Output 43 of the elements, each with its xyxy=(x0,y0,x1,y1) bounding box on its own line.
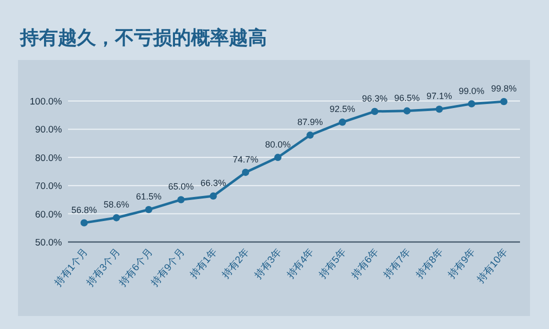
chart-title: 持有越久，不亏损的概率越高 xyxy=(19,27,267,49)
point xyxy=(371,108,378,116)
data-label: 56.8% xyxy=(71,204,97,215)
point xyxy=(468,100,476,108)
point xyxy=(145,206,152,214)
point xyxy=(500,98,508,106)
x-tick-label: 持有7年 xyxy=(381,246,414,282)
point xyxy=(338,118,346,126)
x-tick-label: 持有3年 xyxy=(252,246,284,282)
point xyxy=(242,168,250,176)
point xyxy=(306,132,314,139)
data-label: 74.7% xyxy=(232,154,258,164)
x-tick-label: 持有5年 xyxy=(316,246,349,282)
point xyxy=(112,214,120,222)
point xyxy=(403,107,411,114)
x-tick-label: 持有8年 xyxy=(414,246,446,282)
data-label: 61.5% xyxy=(136,192,162,202)
y-tick-label: 60.0% xyxy=(35,209,63,220)
point xyxy=(80,219,88,226)
data-label: 58.6% xyxy=(104,200,130,210)
y-tick-label: 100.0% xyxy=(30,96,63,108)
data-label: 87.9% xyxy=(297,117,323,128)
y-tick-label: 50.0% xyxy=(35,238,63,248)
point xyxy=(274,154,282,161)
point xyxy=(436,106,443,113)
point xyxy=(210,192,217,200)
data-label: 97.1% xyxy=(426,91,452,102)
y-tick-label: 70.0% xyxy=(35,181,63,192)
data-label: 96.3% xyxy=(362,93,388,104)
data-label: 80.0% xyxy=(265,139,291,150)
x-tick-label: 持有2年 xyxy=(220,246,252,282)
point xyxy=(177,196,185,204)
x-tick-label: 持有6年 xyxy=(348,246,382,282)
data-label: 92.5% xyxy=(330,104,356,114)
data-label: 96.5% xyxy=(394,92,420,103)
x-tick-label: 持有4年 xyxy=(284,246,316,282)
data-label: 66.3% xyxy=(200,178,226,188)
y-tick-label: 80.0% xyxy=(35,152,63,164)
y-tick-label: 90.0% xyxy=(35,124,63,136)
data-label: 99.8% xyxy=(491,84,517,94)
data-label: 99.0% xyxy=(458,86,484,96)
data-label: 65.0% xyxy=(168,182,194,192)
x-tick-label: 持有1年 xyxy=(188,246,220,282)
